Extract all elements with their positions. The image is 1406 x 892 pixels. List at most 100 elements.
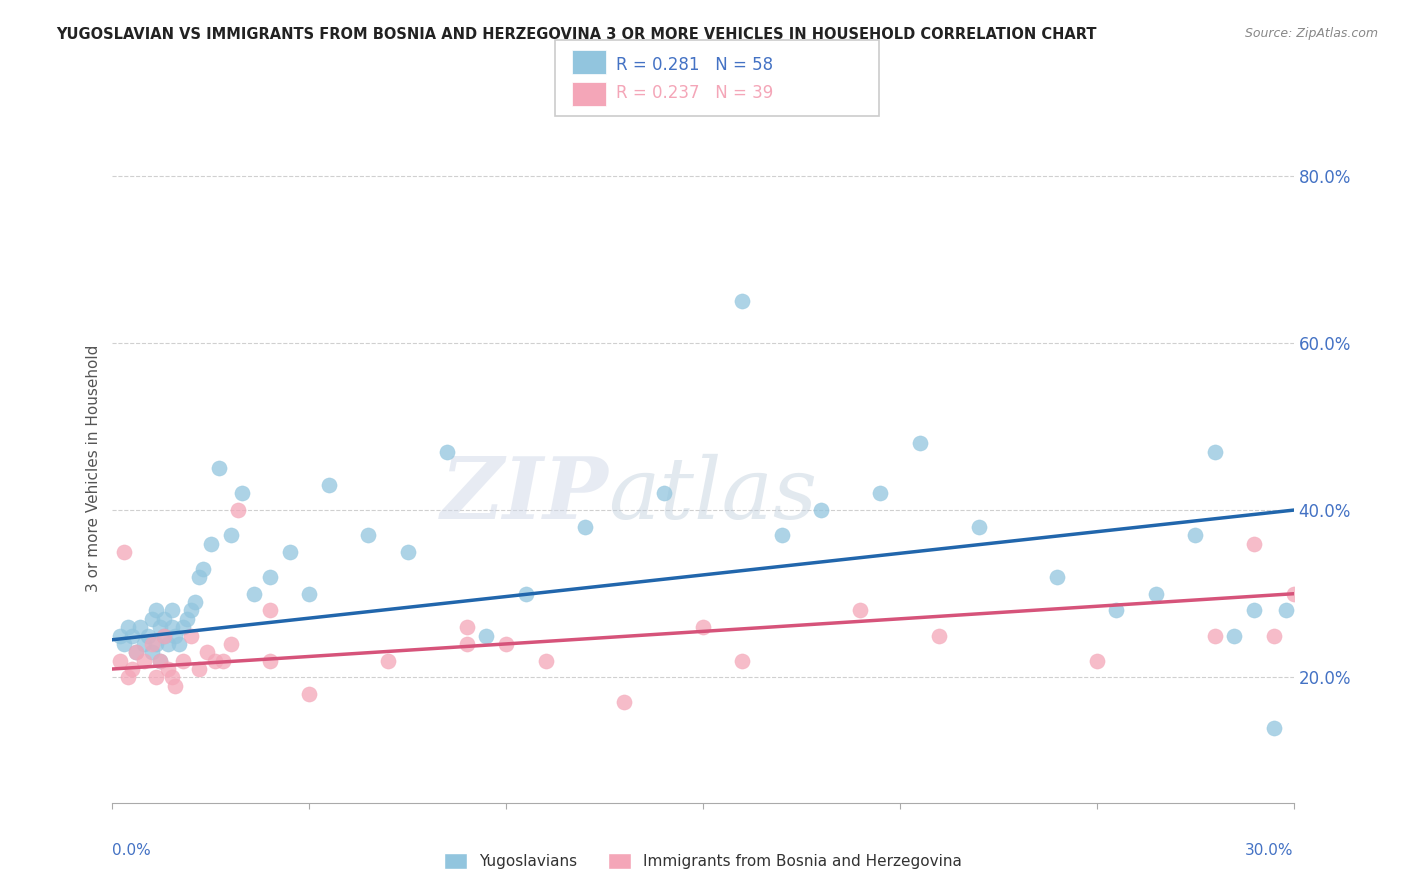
Point: [810, 503, 832, 517]
Point: [132, 654, 155, 668]
Point: [136, 628, 159, 642]
Point: [121, 628, 143, 642]
Point: [1263, 721, 1285, 735]
Point: [141, 637, 163, 651]
Point: [1282, 587, 1305, 601]
Point: [495, 637, 517, 651]
Point: [1274, 603, 1296, 617]
Point: [928, 628, 950, 642]
Point: [149, 654, 172, 668]
Point: [172, 654, 194, 668]
Point: [243, 587, 266, 601]
Point: [436, 444, 458, 458]
Point: [1223, 628, 1246, 642]
Text: Source: ZipAtlas.com: Source: ZipAtlas.com: [1244, 27, 1378, 40]
Point: [278, 545, 301, 559]
Point: [160, 620, 183, 634]
Point: [200, 536, 222, 550]
Point: [908, 436, 931, 450]
Point: [169, 637, 191, 651]
Point: [125, 645, 148, 659]
Point: [152, 612, 174, 626]
Point: [145, 637, 167, 651]
Point: [849, 603, 872, 617]
Point: [1184, 528, 1206, 542]
Point: [132, 637, 155, 651]
Point: [160, 670, 183, 684]
Point: [141, 645, 163, 659]
Text: 30.0%: 30.0%: [1246, 843, 1294, 858]
Point: [228, 503, 250, 517]
Point: [149, 620, 172, 634]
Point: [1243, 603, 1265, 617]
Point: [731, 294, 754, 309]
Point: [156, 637, 179, 651]
Point: [298, 587, 321, 601]
Text: YUGOSLAVIAN VS IMMIGRANTS FROM BOSNIA AND HERZEGOVINA 3 OR MORE VEHICLES IN HOUS: YUGOSLAVIAN VS IMMIGRANTS FROM BOSNIA AN…: [56, 27, 1097, 42]
Point: [165, 628, 187, 642]
Text: atlas: atlas: [609, 454, 818, 536]
Point: [184, 595, 207, 609]
Point: [731, 654, 754, 668]
Point: [1204, 444, 1226, 458]
Point: [231, 486, 253, 500]
Point: [188, 662, 211, 676]
Point: [770, 528, 793, 542]
Point: [191, 562, 214, 576]
Point: [1204, 628, 1226, 642]
Point: [195, 645, 218, 659]
Point: [967, 520, 990, 534]
Point: [125, 645, 148, 659]
Point: [112, 637, 135, 651]
Point: [613, 696, 636, 710]
Point: [180, 628, 202, 642]
Point: [145, 670, 167, 684]
Point: [357, 528, 380, 542]
Point: [298, 687, 321, 701]
Y-axis label: 3 or more Vehicles in Household: 3 or more Vehicles in Household: [86, 344, 101, 592]
Point: [1105, 603, 1128, 617]
Point: [110, 628, 132, 642]
Point: [456, 620, 478, 634]
Point: [515, 587, 537, 601]
Point: [180, 603, 202, 617]
Text: ZIP: ZIP: [440, 453, 609, 537]
Point: [1046, 570, 1069, 584]
Text: R = 0.281   N = 58: R = 0.281 N = 58: [616, 55, 773, 74]
Point: [156, 662, 179, 676]
Point: [165, 679, 187, 693]
Point: [869, 486, 891, 500]
Point: [259, 570, 281, 584]
Legend: Yugoslavians, Immigrants from Bosnia and Herzegovina: Yugoslavians, Immigrants from Bosnia and…: [439, 847, 967, 875]
Point: [172, 620, 194, 634]
Point: [1144, 587, 1167, 601]
Point: [152, 628, 174, 642]
Point: [259, 603, 281, 617]
Point: [534, 654, 557, 668]
Point: [149, 654, 172, 668]
Point: [377, 654, 399, 668]
Point: [396, 545, 419, 559]
Point: [475, 628, 498, 642]
Point: [652, 486, 675, 500]
Point: [211, 654, 233, 668]
Text: 0.0%: 0.0%: [112, 843, 152, 858]
Point: [456, 637, 478, 651]
Point: [129, 620, 152, 634]
Point: [121, 662, 143, 676]
Point: [1263, 628, 1285, 642]
Point: [574, 520, 596, 534]
Point: [1085, 654, 1108, 668]
Point: [160, 603, 183, 617]
Point: [112, 545, 135, 559]
Point: [318, 478, 340, 492]
Point: [145, 603, 167, 617]
Point: [117, 670, 139, 684]
Point: [110, 654, 132, 668]
Point: [692, 620, 714, 634]
Point: [1243, 536, 1265, 550]
Point: [152, 628, 174, 642]
Point: [204, 654, 226, 668]
Point: [219, 637, 242, 651]
Text: R = 0.237   N = 39: R = 0.237 N = 39: [616, 85, 773, 103]
